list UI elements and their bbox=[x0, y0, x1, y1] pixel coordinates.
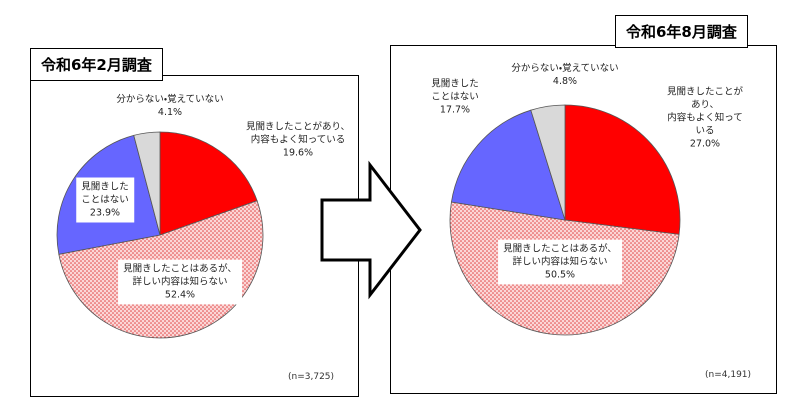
category-label: 見聞きした ことはない bbox=[81, 181, 129, 206]
pie-slice bbox=[530, 104, 566, 221]
sample-note: (n=3,725) bbox=[288, 372, 335, 382]
slice-label: 見聞きした ことはない 17.7% bbox=[426, 75, 484, 120]
pie-slice bbox=[450, 109, 566, 221]
slice-label: 分からない・覚えていない 4.8% bbox=[506, 59, 623, 91]
value-label: 4.1% bbox=[157, 107, 183, 118]
chart-title: 令和6年8月調査 bbox=[615, 15, 748, 48]
category-label: 見聞きしたことがあり、 内容もよく知っている bbox=[245, 121, 351, 146]
slice-label: 見聞きしたことはあるが、 詳しい内容は知らない 52.4% bbox=[118, 259, 242, 305]
slice-label: 見聞きしたことはあるが、 詳しい内容は知らない 50.5% bbox=[498, 239, 622, 285]
value-label: 4.8% bbox=[552, 76, 578, 87]
value-label: 19.6% bbox=[282, 147, 314, 159]
arrow bbox=[320, 160, 422, 300]
value-label: 17.7% bbox=[439, 104, 471, 116]
category-label: 見聞きしたことはあるが、 詳しい内容は知らない bbox=[123, 263, 237, 288]
sample-note: (n=4,191) bbox=[705, 370, 752, 380]
category-label: 分からない・覚えていない bbox=[511, 63, 619, 74]
category-label: 見聞きしたことはあるが、 詳しい内容は知らない bbox=[503, 243, 617, 268]
category-label: 分からない・覚えていない bbox=[116, 94, 224, 105]
slice-label: 分からない・覚えていない 4.1% bbox=[111, 90, 228, 122]
slice-label: 見聞きしたことがあり、 内容もよく知っている 19.6% bbox=[241, 118, 355, 163]
pie-slice bbox=[133, 131, 161, 236]
category-label: 見聞きした ことはない bbox=[431, 78, 479, 103]
value-label: 52.4% bbox=[164, 289, 196, 301]
slice-label: 見聞きしたことがあり、 内容もよく知っている 27.0% bbox=[658, 83, 753, 154]
value-label: 27.0% bbox=[689, 138, 721, 150]
slice-label: 見聞きした ことはない 23.9% bbox=[76, 177, 134, 223]
pie-slice bbox=[564, 104, 681, 235]
chart-title: 令和6年2月調査 bbox=[30, 48, 163, 81]
category-label: 見聞きしたことがあり、 内容もよく知っている bbox=[666, 86, 743, 137]
value-label: 50.5% bbox=[544, 269, 576, 281]
value-label: 23.9% bbox=[89, 207, 121, 219]
